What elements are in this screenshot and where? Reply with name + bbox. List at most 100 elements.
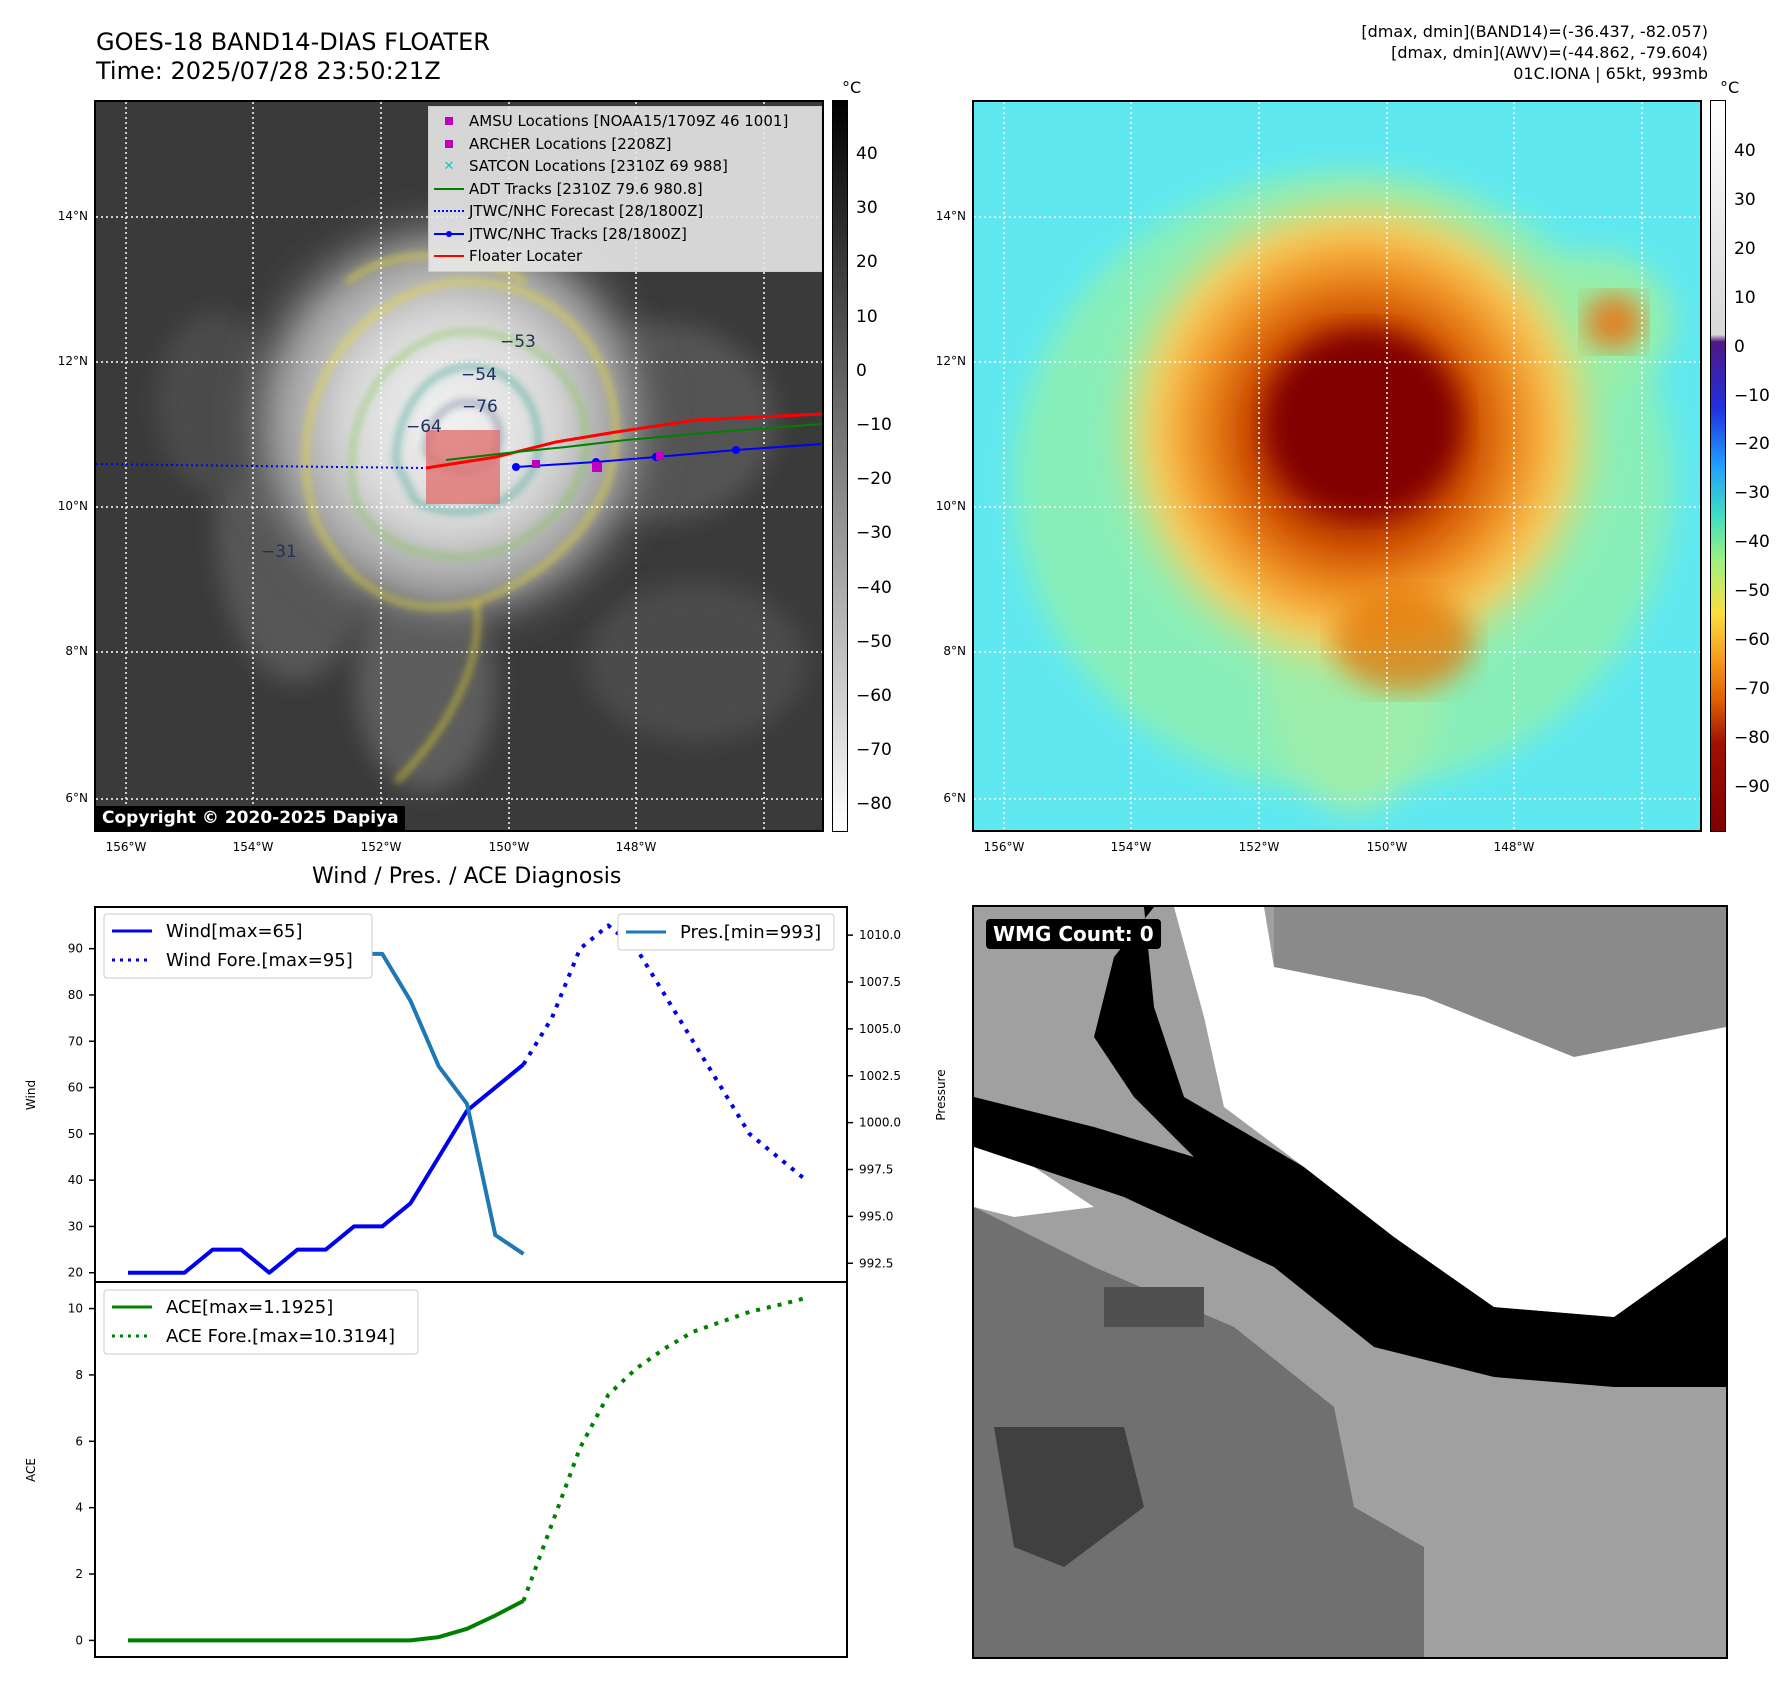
series-line	[128, 1599, 525, 1643]
contour-label: −64	[406, 417, 442, 437]
copyright-badge: Copyright © 2020-2025 Dapiya	[96, 806, 405, 830]
awv-colorbar-tick: 10	[1734, 287, 1756, 308]
y-right-tick-label: 1002.5	[859, 1069, 901, 1083]
ir-colorbar-unit: °C	[842, 78, 862, 97]
awv-colorbar	[1710, 100, 1726, 832]
awv-colorbar-tick: −70	[1734, 678, 1770, 699]
legend-ace-fore: ACE Fore.[max=10.3194]	[166, 1326, 395, 1347]
dmax-awv-info: [dmax, dmin](AWV)=(-44.862, -79.604)	[1391, 43, 1708, 62]
y-tick-label: 2	[75, 1567, 83, 1581]
ir-colorbar-tick: −40	[856, 577, 892, 598]
legend-ace: ACE[max=1.1925]	[166, 1297, 333, 1318]
lat-label: 12°N	[935, 354, 966, 368]
series-line	[521, 1295, 807, 1602]
lat-label: 14°N	[935, 209, 966, 223]
wmg-image: WMG Count: 0	[972, 905, 1728, 1659]
dmax-band14-info: [dmax, dmin](BAND14)=(-36.437, -82.057)	[1361, 22, 1708, 41]
lon-label: 148°W	[615, 840, 657, 854]
y-tick-label: 50	[68, 1127, 83, 1141]
y-right-tick-label: 1007.5	[859, 975, 901, 989]
ir-colorbar-tick: −20	[856, 469, 892, 490]
ir-colorbar-tick: −80	[856, 794, 892, 815]
ir-colorbar-tick: 30	[856, 198, 878, 219]
y-tick-label: 0	[75, 1633, 83, 1647]
y-tick-label: 70	[68, 1034, 83, 1048]
y-tick-label: 40	[68, 1173, 83, 1187]
ir-satellite-image: −54 −53 −64 −76 −31 AMSU Locations [NOAA…	[94, 100, 824, 832]
awv-colorbar-tick: −10	[1734, 385, 1770, 406]
lat-label: 14°N	[57, 209, 88, 223]
y-right-tick-label: 997.5	[859, 1163, 893, 1177]
ir-colorbar-tick: −60	[856, 686, 892, 706]
awv-colorbar-tick: 20	[1734, 238, 1756, 259]
storm-info: 01C.IONA | 65kt, 993mb	[1513, 64, 1708, 83]
y-right-tick-label: 1005.0	[859, 1022, 901, 1036]
y-tick-label: 4	[75, 1501, 83, 1515]
y-tick-label: 8	[75, 1368, 83, 1382]
y-right-tick-label: 1010.0	[859, 928, 901, 942]
awv-colorbar-tick: 40	[1734, 141, 1756, 161]
awv-colorbar-tick: 0	[1734, 336, 1745, 357]
y-right-tick-label: 1000.0	[859, 1116, 901, 1130]
awv-colorbar-tick: 30	[1734, 189, 1756, 210]
forecast-track	[96, 463, 427, 469]
awv-colorbar-tick: −80	[1734, 727, 1770, 748]
contour-label: −53	[500, 332, 536, 352]
lon-label: 150°W	[488, 840, 530, 854]
lat-label: 8°N	[943, 644, 966, 658]
legend-item-floater: Floater Locater	[429, 245, 821, 268]
awv-image-canvas	[974, 102, 1700, 830]
ir-legend: AMSU Locations [NOAA15/1709Z 46 1001] AR…	[428, 106, 822, 272]
contour-label: −31	[261, 542, 297, 562]
legend-wind-fore: Wind Fore.[max=95]	[166, 950, 353, 971]
awv-colorbar-tick: −50	[1734, 581, 1770, 602]
lon-label: 156°W	[105, 840, 147, 854]
series-line	[128, 1062, 525, 1275]
legend-item-jtwc-tracks: JTWC/NHC Tracks [28/1800Z]	[429, 223, 821, 246]
y-tick-label: 30	[68, 1219, 83, 1233]
awv-colorbar-tick: −30	[1734, 483, 1770, 504]
lon-label: 152°W	[1238, 840, 1280, 854]
y-right-tick-label: 992.5	[859, 1256, 893, 1270]
lon-label: 148°W	[1493, 840, 1535, 854]
y-tick-label: 90	[68, 942, 83, 956]
figure-time: Time: 2025/07/28 23:50:21Z	[96, 57, 441, 85]
awv-colorbar-unit: °C	[1720, 78, 1740, 97]
awv-gridlines	[974, 102, 1700, 830]
lon-label: 156°W	[983, 840, 1025, 854]
ir-colorbar-tick: −10	[856, 415, 892, 435]
contour-label: −54	[461, 365, 497, 385]
y-right-tick-label: 995.0	[859, 1209, 893, 1223]
figure-title: GOES-18 BAND14-DIAS FLOATER	[96, 28, 490, 56]
ir-colorbar-tick: −70	[856, 740, 892, 761]
ace-legend: ACE[max=1.1925] ACE Fore.[max=10.3194]	[103, 1289, 419, 1355]
legend-wind: Wind[max=65]	[166, 921, 303, 942]
ir-colorbar-tick: 10	[856, 306, 878, 327]
legend-item-adt: ADT Tracks [2310Z 79.6 980.8]	[429, 178, 821, 201]
ir-colorbar	[832, 100, 848, 832]
pressure-legend: Pres.[min=993]	[617, 913, 835, 951]
y-tick-label: 60	[68, 1081, 83, 1095]
legend-pressure: Pres.[min=993]	[680, 922, 821, 943]
legend-item-jtwc-forecast: JTWC/NHC Forecast [28/1800Z]	[429, 200, 821, 223]
lat-label: 10°N	[935, 499, 966, 513]
ir-colorbar-tick: 20	[856, 252, 878, 273]
ace-axis-label: ACE	[24, 1458, 38, 1482]
lon-label: 154°W	[232, 840, 274, 854]
diagnosis-chart: 2030405060708090992.5995.0997.51000.0100…	[24, 906, 948, 1658]
ir-colorbar-tick: −50	[856, 631, 892, 652]
adt-track	[445, 423, 822, 461]
y-tick-label: 10	[68, 1302, 83, 1316]
awv-satellite-image	[972, 100, 1702, 832]
awv-colorbar-tick: −20	[1734, 434, 1770, 455]
contour-label: −76	[462, 397, 498, 417]
awv-colorbar-tick: −40	[1734, 532, 1770, 553]
y-tick-label: 80	[68, 988, 83, 1002]
legend-item-satcon: ✕ SATCON Locations [2310Z 69 988]	[443, 157, 728, 176]
wind-legend: Wind[max=65] Wind Fore.[max=95]	[103, 913, 373, 979]
lat-label: 6°N	[65, 791, 88, 805]
diagnosis-title: Wind / Pres. / ACE Diagnosis	[312, 864, 622, 889]
wind-axis-label: Wind	[24, 1080, 38, 1110]
legend-item-amsu: AMSU Locations [NOAA15/1709Z 46 1001]	[429, 110, 821, 133]
lon-label: 150°W	[1366, 840, 1408, 854]
